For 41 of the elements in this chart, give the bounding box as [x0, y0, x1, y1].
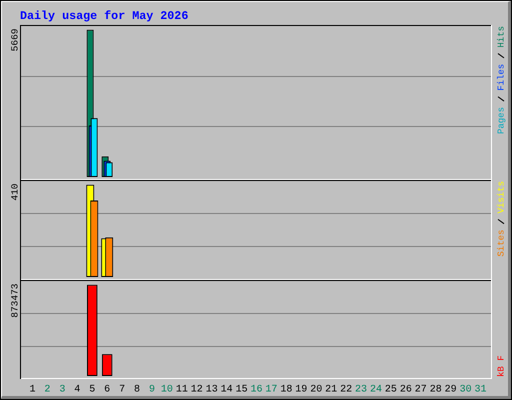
x-tick-label: 26	[400, 384, 412, 396]
x-tick-label: 5	[89, 384, 96, 396]
x-tick-label: 23	[355, 384, 368, 396]
x-tick-label: 31	[474, 384, 487, 396]
x-tick-label: 21	[325, 384, 338, 396]
x-tick-label: 30	[460, 384, 472, 396]
x-tick-label: 13	[206, 384, 218, 396]
x-tick-label: 27	[414, 384, 427, 396]
x-tick-label: 11	[176, 384, 188, 396]
text: Pages	[496, 107, 506, 134]
text: Sites	[496, 230, 506, 257]
x-tick-label: 19	[295, 384, 308, 396]
x-tick-label: 12	[190, 384, 203, 396]
x-tick-label: 14	[220, 384, 233, 396]
x-tick-label: 24	[370, 384, 382, 396]
x-tick-label: 28	[430, 384, 442, 396]
x-tick-label: 15	[236, 384, 248, 396]
x-tick-label: 6	[104, 384, 110, 396]
chart-title: Daily usage for May 2026	[20, 9, 188, 23]
x-tick-label: 8	[134, 384, 140, 396]
x-tick-label: 3	[59, 384, 66, 396]
x-tick-label: 22	[340, 384, 352, 396]
text: 873473	[10, 283, 21, 318]
x-tick-label: 2	[44, 384, 50, 396]
x-tick-label: 18	[280, 384, 292, 396]
text: kB F	[496, 355, 506, 377]
text: Files	[496, 64, 506, 91]
x-tick-label: 17	[265, 384, 278, 396]
text: Hits	[496, 26, 506, 48]
x-tick-label: 25	[384, 384, 397, 396]
x-tick-label: 1	[29, 384, 36, 396]
x-tick-label: 20	[310, 384, 322, 396]
x-tick-label: 10	[160, 384, 173, 396]
x-tick-label: 4	[74, 384, 80, 396]
text: Visits	[496, 181, 506, 214]
x-tick-label: 16	[250, 384, 263, 396]
x-tick-label: 7	[119, 384, 126, 396]
text: 5669	[10, 28, 21, 52]
x-tick-label: 9	[148, 384, 155, 396]
x-tick-label: 29	[444, 384, 457, 396]
text: 410	[10, 183, 21, 201]
